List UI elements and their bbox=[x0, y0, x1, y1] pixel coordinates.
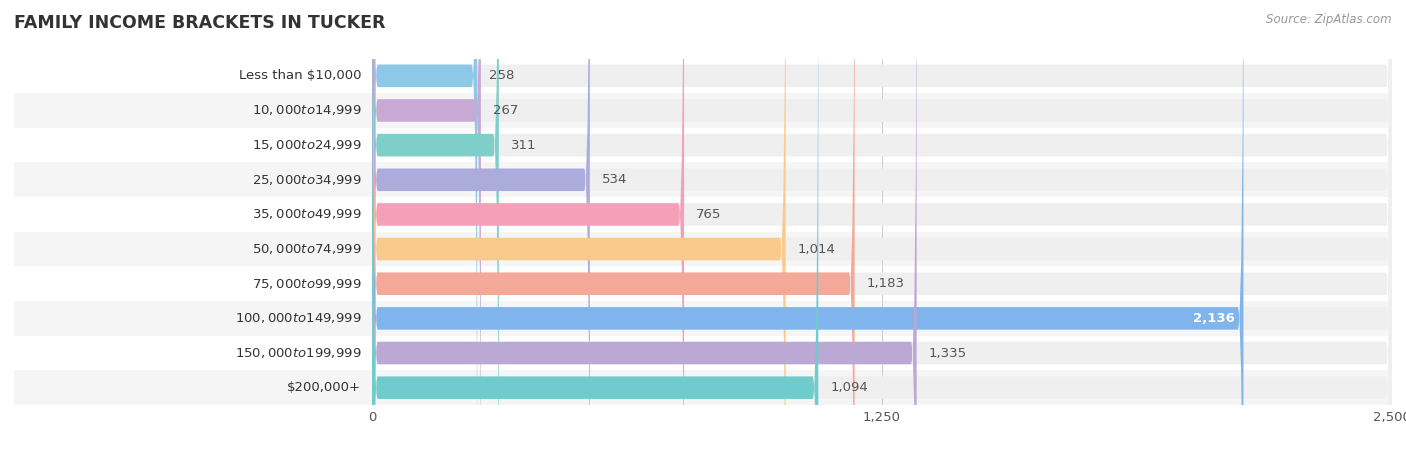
Bar bbox=[373, 336, 1392, 370]
Bar bbox=[14, 128, 373, 162]
FancyBboxPatch shape bbox=[373, 0, 477, 450]
Bar bbox=[373, 162, 1392, 197]
FancyBboxPatch shape bbox=[373, 0, 1243, 450]
FancyBboxPatch shape bbox=[373, 0, 1392, 450]
FancyBboxPatch shape bbox=[373, 0, 1392, 450]
Bar bbox=[373, 266, 1392, 301]
Text: 258: 258 bbox=[489, 69, 515, 82]
Text: 267: 267 bbox=[494, 104, 519, 117]
Bar bbox=[14, 370, 373, 405]
Text: 1,094: 1,094 bbox=[831, 381, 869, 394]
FancyBboxPatch shape bbox=[373, 0, 855, 450]
Text: $25,000 to $34,999: $25,000 to $34,999 bbox=[252, 173, 361, 187]
Text: 765: 765 bbox=[696, 208, 721, 221]
FancyBboxPatch shape bbox=[373, 0, 1392, 450]
Text: 1,335: 1,335 bbox=[929, 346, 967, 360]
FancyBboxPatch shape bbox=[373, 0, 917, 450]
Text: Less than $10,000: Less than $10,000 bbox=[239, 69, 361, 82]
Text: $15,000 to $24,999: $15,000 to $24,999 bbox=[252, 138, 361, 152]
Text: $50,000 to $74,999: $50,000 to $74,999 bbox=[252, 242, 361, 256]
FancyBboxPatch shape bbox=[373, 0, 481, 450]
FancyBboxPatch shape bbox=[373, 0, 1392, 450]
Bar bbox=[373, 232, 1392, 266]
FancyBboxPatch shape bbox=[373, 0, 1392, 450]
FancyBboxPatch shape bbox=[373, 0, 1392, 450]
Bar bbox=[373, 128, 1392, 162]
Bar bbox=[14, 336, 373, 370]
Text: 534: 534 bbox=[602, 173, 627, 186]
Text: 1,183: 1,183 bbox=[868, 277, 905, 290]
Text: 2,136: 2,136 bbox=[1194, 312, 1236, 325]
FancyBboxPatch shape bbox=[373, 0, 499, 450]
Bar bbox=[14, 162, 373, 197]
Text: FAMILY INCOME BRACKETS IN TUCKER: FAMILY INCOME BRACKETS IN TUCKER bbox=[14, 14, 385, 32]
FancyBboxPatch shape bbox=[373, 0, 786, 450]
Text: Source: ZipAtlas.com: Source: ZipAtlas.com bbox=[1267, 14, 1392, 27]
FancyBboxPatch shape bbox=[373, 0, 1392, 450]
FancyBboxPatch shape bbox=[373, 0, 818, 450]
Text: $10,000 to $14,999: $10,000 to $14,999 bbox=[252, 104, 361, 117]
Bar bbox=[14, 93, 373, 128]
Bar bbox=[14, 266, 373, 301]
Text: $75,000 to $99,999: $75,000 to $99,999 bbox=[252, 277, 361, 291]
Bar bbox=[373, 93, 1392, 128]
FancyBboxPatch shape bbox=[373, 0, 1392, 450]
FancyBboxPatch shape bbox=[373, 0, 1392, 450]
Bar bbox=[373, 301, 1392, 336]
Text: $200,000+: $200,000+ bbox=[287, 381, 361, 394]
Bar bbox=[373, 370, 1392, 405]
Text: 311: 311 bbox=[510, 139, 537, 152]
FancyBboxPatch shape bbox=[373, 0, 591, 450]
Text: $100,000 to $149,999: $100,000 to $149,999 bbox=[235, 311, 361, 325]
Text: $35,000 to $49,999: $35,000 to $49,999 bbox=[252, 207, 361, 221]
Bar bbox=[14, 232, 373, 266]
Bar bbox=[14, 197, 373, 232]
Bar bbox=[14, 58, 373, 93]
FancyBboxPatch shape bbox=[373, 0, 685, 450]
Text: 1,014: 1,014 bbox=[797, 243, 835, 256]
Bar bbox=[373, 58, 1392, 93]
Bar bbox=[14, 301, 373, 336]
FancyBboxPatch shape bbox=[373, 0, 1392, 450]
Text: $150,000 to $199,999: $150,000 to $199,999 bbox=[235, 346, 361, 360]
Bar bbox=[373, 197, 1392, 232]
